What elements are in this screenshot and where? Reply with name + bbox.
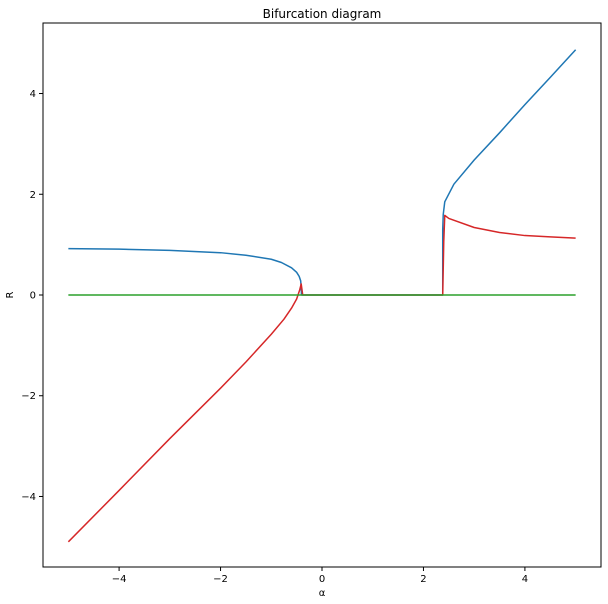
- y-tick-label: −4: [21, 492, 36, 503]
- series-line-1: [68, 49, 577, 296]
- x-tick-label: −4: [112, 574, 127, 585]
- x-tick-label: 0: [319, 574, 325, 585]
- axis-ticks: −4 −2 0 2 4 −4 −2 0 2 4: [21, 89, 528, 585]
- chart-title: Bifurcation diagram: [263, 7, 382, 21]
- x-axis-label: α: [319, 588, 326, 599]
- y-tick-label: 4: [30, 89, 36, 100]
- y-tick-label: 0: [30, 291, 36, 302]
- x-tick-label: 4: [522, 574, 528, 585]
- x-tick-label: −2: [213, 574, 228, 585]
- plot-area: [67, 49, 577, 543]
- series-line-2: [67, 214, 576, 543]
- y-tick-label: 2: [30, 190, 36, 201]
- y-axis-label: R: [5, 291, 16, 298]
- y-tick-label: −2: [21, 391, 36, 402]
- x-tick-label: 2: [420, 574, 426, 585]
